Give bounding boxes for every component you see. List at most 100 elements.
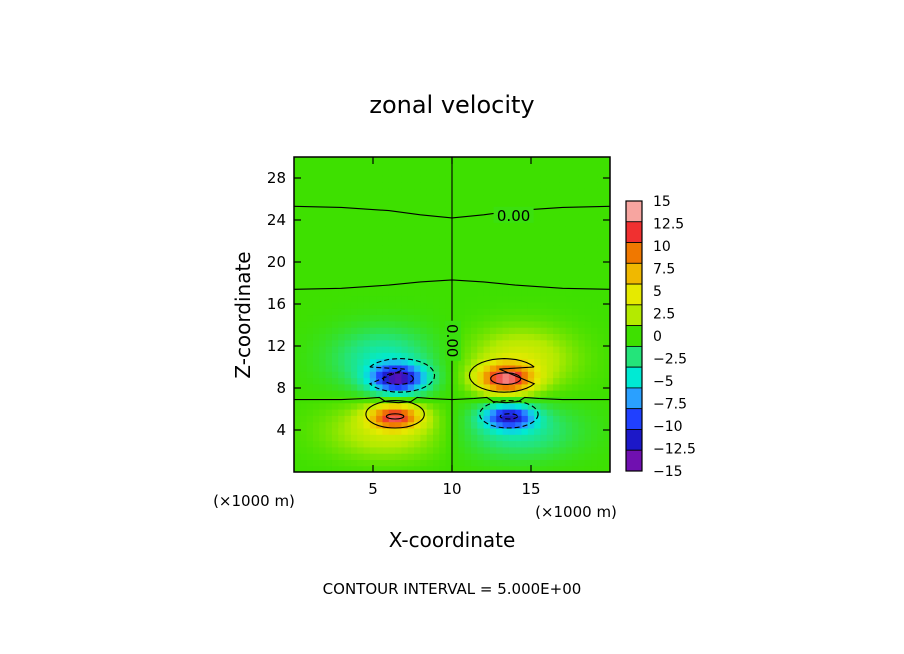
heatmap-cell xyxy=(331,232,339,240)
heatmap-cell xyxy=(584,251,592,259)
heatmap-cell xyxy=(597,314,605,322)
heatmap-cell xyxy=(603,220,610,227)
heatmap-cell xyxy=(294,320,301,328)
heatmap-cell xyxy=(546,352,554,360)
heatmap-cell xyxy=(527,264,535,271)
heatmap-cell xyxy=(439,314,447,322)
heatmap-cell xyxy=(452,377,459,385)
heatmap-cell xyxy=(388,352,396,360)
heatmap-cell xyxy=(496,465,504,472)
heatmap-cell xyxy=(464,459,472,467)
heatmap-cell xyxy=(483,358,491,366)
heatmap-cell xyxy=(439,421,447,429)
heatmap-cell xyxy=(325,314,333,322)
heatmap-cell xyxy=(433,446,440,454)
heatmap-cell xyxy=(414,409,421,416)
heatmap-cell xyxy=(489,220,497,227)
heatmap-cell xyxy=(584,295,592,303)
heatmap-cell xyxy=(559,270,567,278)
heatmap-cell xyxy=(470,257,478,265)
heatmap-cell xyxy=(584,245,592,253)
heatmap-cell xyxy=(584,157,592,164)
heatmap-cell xyxy=(559,276,567,284)
heatmap-cell xyxy=(477,220,485,227)
heatmap-cell xyxy=(363,238,371,246)
heatmap-cell xyxy=(414,339,421,347)
heatmap-cell xyxy=(502,257,510,265)
heatmap-cell xyxy=(395,257,403,265)
heatmap-cell xyxy=(584,390,592,397)
heatmap-cell xyxy=(597,421,605,429)
heatmap-cell xyxy=(483,175,491,183)
heatmap-cell xyxy=(591,207,598,215)
heatmap-cell xyxy=(584,207,592,215)
heatmap-cell xyxy=(407,446,415,454)
heatmap-cell xyxy=(527,182,535,190)
heatmap-cell xyxy=(338,295,346,303)
heatmap-cell xyxy=(458,175,466,183)
heatmap-cell xyxy=(477,459,485,467)
heatmap-cell xyxy=(591,352,598,360)
heatmap-cell xyxy=(597,257,605,265)
heatmap-cell xyxy=(414,459,421,467)
heatmap-cell xyxy=(458,157,466,164)
heatmap-cell xyxy=(319,207,327,215)
heatmap-cell xyxy=(489,333,497,341)
heatmap-cell xyxy=(553,358,561,366)
heatmap-cell xyxy=(338,421,346,429)
heatmap-cell xyxy=(483,453,491,460)
heatmap-cell xyxy=(565,264,573,271)
heatmap-cell xyxy=(565,257,573,265)
heatmap-cell xyxy=(597,276,605,284)
heatmap-cell xyxy=(439,377,447,385)
heatmap-cell xyxy=(312,421,320,429)
heatmap-cell xyxy=(306,339,314,347)
heatmap-cell xyxy=(496,333,504,341)
heatmap-cell xyxy=(489,264,497,271)
heatmap-cell xyxy=(312,383,320,391)
heatmap-cell xyxy=(489,453,497,460)
heatmap-cell xyxy=(401,175,409,183)
heatmap-cell xyxy=(496,283,504,290)
heatmap-cell xyxy=(572,409,579,416)
heatmap-cell xyxy=(464,434,472,442)
heatmap-cell xyxy=(597,377,605,385)
heatmap-cell xyxy=(521,169,529,177)
heatmap-cell xyxy=(502,226,510,234)
heatmap-cell xyxy=(300,182,308,190)
heatmap-cell xyxy=(319,446,327,454)
heatmap-cell xyxy=(338,339,346,347)
heatmap-cell xyxy=(306,440,314,448)
heatmap-cell xyxy=(572,175,579,183)
heatmap-cell xyxy=(325,371,333,379)
heatmap-cell xyxy=(426,327,434,334)
heatmap-cell xyxy=(350,283,358,290)
heatmap-cell xyxy=(464,175,472,183)
heatmap-cell xyxy=(407,188,415,196)
heatmap-cell xyxy=(382,257,390,265)
heatmap-cell xyxy=(559,251,567,259)
x-tick-label: 5 xyxy=(368,480,378,498)
heatmap-cell xyxy=(546,295,554,303)
heatmap-cell xyxy=(357,175,365,183)
heatmap-cell xyxy=(395,251,403,259)
heatmap-cell xyxy=(331,264,339,271)
heatmap-cell xyxy=(306,402,314,410)
heatmap-cell xyxy=(319,276,327,284)
heatmap-cell xyxy=(483,396,491,404)
heatmap-cell xyxy=(388,194,396,202)
heatmap-cell xyxy=(515,371,523,379)
heatmap-cell xyxy=(363,295,371,303)
heatmap-cell xyxy=(331,377,339,385)
heatmap-cell xyxy=(319,390,327,397)
heatmap-cell xyxy=(540,182,548,190)
heatmap-cell xyxy=(414,238,421,246)
heatmap-cell xyxy=(407,333,415,341)
heatmap-cell xyxy=(597,415,605,423)
heatmap-cell xyxy=(458,346,466,353)
heatmap-cell xyxy=(464,270,472,278)
heatmap-cell xyxy=(572,434,579,442)
heatmap-cell xyxy=(300,383,308,391)
heatmap-cell xyxy=(534,327,542,334)
heatmap-cell xyxy=(591,446,598,454)
